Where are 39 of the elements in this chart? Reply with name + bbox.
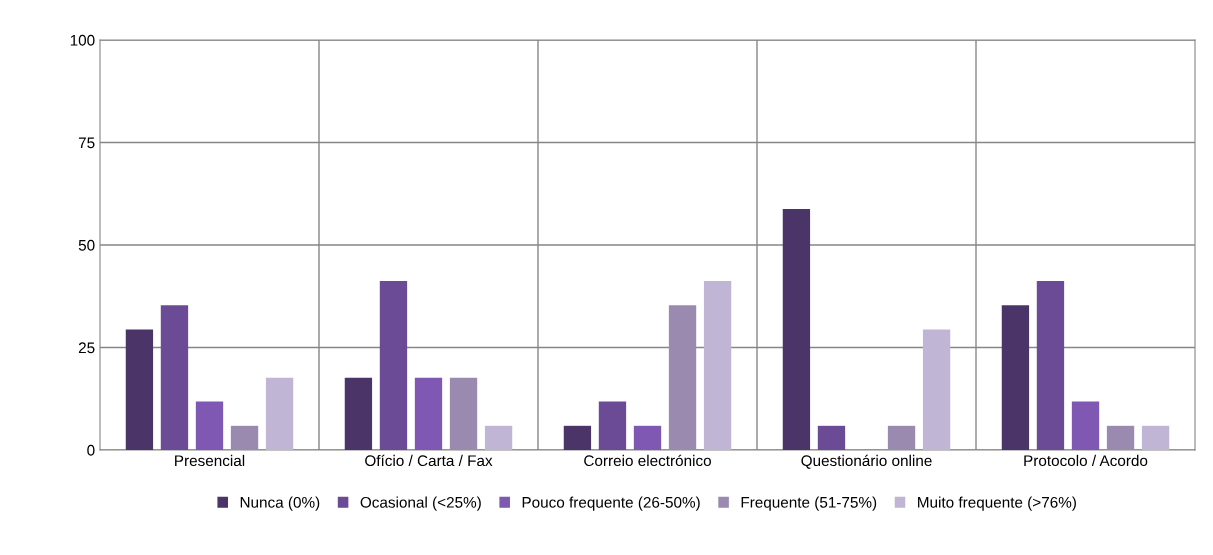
y-tick-label: 50 [78,239,95,251]
bar [1071,401,1100,450]
bar [484,425,513,450]
bar [344,377,373,450]
bar [703,281,732,450]
bar [125,329,154,450]
bar [414,377,443,450]
legend-label: Ocasional (<25%) [360,496,481,511]
bar [449,377,478,450]
y-tick-label: 0 [87,444,95,456]
bar [817,425,846,450]
x-tick-label: Questionário online [801,454,932,469]
x-tick-label: Presencial [175,454,245,467]
bar [887,425,916,450]
legend-label: Nunca (0%) [240,496,320,511]
bar [598,401,627,450]
x-tick-label: Correio electrónico [584,454,711,467]
bar [633,425,662,450]
bar [1001,305,1030,450]
legend-label: Frequente (51-75%) [741,496,877,511]
x-tick-label: Protocolo / Acordo [1024,454,1148,467]
bar [782,208,811,450]
bar [379,281,408,450]
bar [230,425,259,450]
y-tick-label: 25 [78,342,95,354]
bar [160,305,189,450]
bar [265,377,294,450]
bar [195,401,224,450]
bar [668,305,697,450]
bar [1141,425,1170,450]
y-tick-label: 75 [78,137,95,149]
bar [563,425,592,450]
x-tick-label: Ofício / Carta / Fax [365,454,493,467]
bar [922,329,951,450]
bar [1106,425,1135,450]
y-tick-label: 100 [70,34,95,46]
legend-label: Pouco frequente (26-50%) [522,496,700,511]
bar [1036,281,1065,450]
legend-label: Muito frequente (>76%) [918,496,1076,511]
